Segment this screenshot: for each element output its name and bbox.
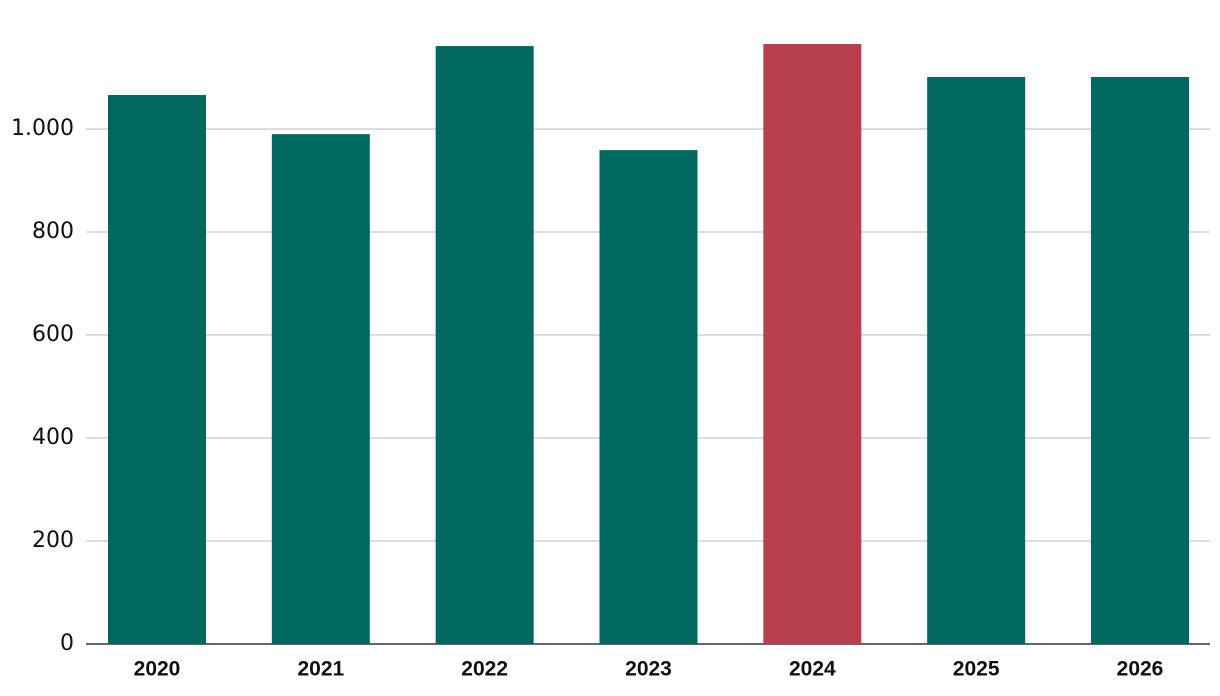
bar — [599, 150, 698, 645]
bar — [1091, 76, 1189, 645]
x-tick-label: 2025 — [953, 658, 1000, 681]
x-tick-label: 2021 — [297, 658, 344, 681]
bar — [763, 44, 862, 644]
bar — [435, 46, 534, 644]
x-tick-label: 2024 — [789, 658, 836, 681]
y-tick-label: 0 — [60, 631, 74, 656]
bar — [927, 76, 1026, 645]
x-tick-label: 2020 — [134, 658, 181, 681]
x-tick-label: 2022 — [461, 658, 508, 681]
x-tick-label: 2026 — [1117, 658, 1164, 681]
y-tick-label: 200 — [32, 528, 74, 553]
y-tick-label: 800 — [32, 219, 74, 244]
y-tick-label: 600 — [32, 322, 74, 347]
y-tick-label: 400 — [32, 425, 74, 450]
bar — [108, 95, 206, 644]
bar — [271, 134, 370, 644]
x-tick-label: 2023 — [625, 658, 672, 681]
y-tick-label: 1.000 — [11, 116, 74, 141]
